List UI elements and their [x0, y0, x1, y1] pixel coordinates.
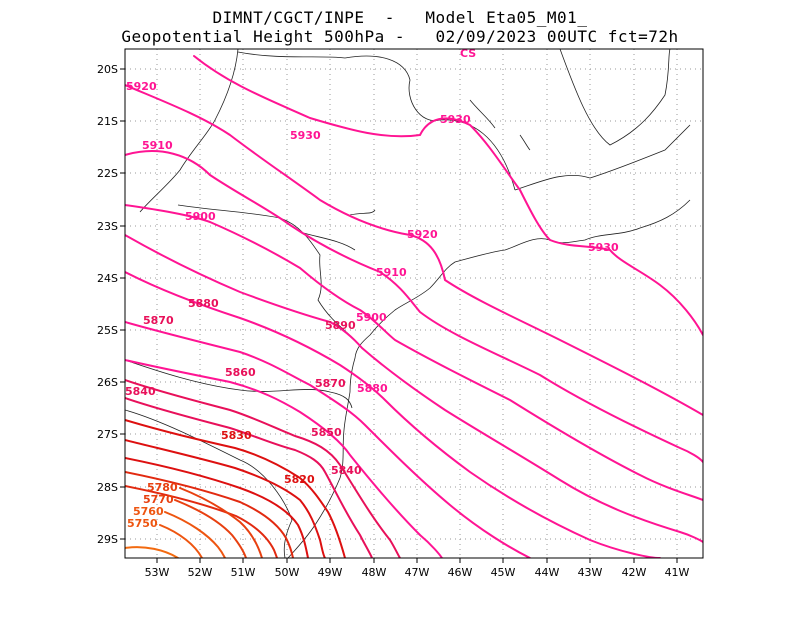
state-border-pr-sc: [125, 359, 353, 409]
x-tick-label: 46W: [448, 566, 473, 579]
y-tick-label: 21S: [97, 115, 118, 128]
contour-5840: [125, 397, 373, 558]
contour-5910: [125, 150, 703, 463]
contour-label: 5910: [142, 139, 173, 152]
contour-label-partial: CS: [460, 47, 476, 60]
contour-label: 5850: [311, 426, 342, 439]
contour-5790: [125, 485, 278, 558]
contour-5890: [125, 234, 703, 543]
contour-label: 5830: [221, 429, 252, 442]
contour-label: 5770: [143, 493, 174, 506]
y-tick-label: 20S: [97, 63, 118, 76]
river-parana: [299, 209, 376, 251]
contour-5880: [125, 271, 661, 558]
contour-label: 5870: [143, 314, 174, 327]
state-border-mg-rj: [514, 124, 691, 191]
contour-label: 5880: [357, 382, 388, 395]
y-tick-label: 27S: [97, 428, 118, 441]
contour-5800: [125, 471, 294, 558]
contour-5750: [159, 524, 203, 558]
contour-label: 5820: [284, 473, 315, 486]
y-tick-labels: 20S 21S 22S 23S 24S 25S 26S 27S 28S 29S: [97, 63, 118, 546]
x-tick-label: 47W: [405, 566, 430, 579]
contour-label: 5780: [147, 481, 178, 494]
x-tick-label: 45W: [491, 566, 516, 579]
contour-label: 5930: [290, 129, 321, 142]
x-tick-label: 50W: [275, 566, 300, 579]
political-boundaries: [125, 49, 691, 558]
y-tick-label: 22S: [97, 167, 118, 180]
contour-5870: [125, 321, 531, 558]
contour-label: 5910: [376, 266, 407, 279]
contour-label: 5860: [225, 366, 256, 379]
contour-label: 5840: [125, 385, 156, 398]
contour-label: 5900: [356, 311, 387, 324]
x-tick-label: 53W: [145, 566, 170, 579]
contour-label: 5930: [588, 241, 619, 254]
state-border-mg-sp: [237, 51, 516, 191]
state-border-sc-rs: [125, 409, 293, 558]
x-tick-label: 49W: [318, 566, 343, 579]
x-tick-label: 42W: [622, 566, 647, 579]
y-tick-label: 28S: [97, 481, 118, 494]
contour-5930: [193, 55, 703, 336]
contour-5760: [164, 511, 226, 558]
y-tick-label: 23S: [97, 220, 118, 233]
contour-label: 5900: [185, 210, 216, 223]
state-border-pr-sp: [177, 204, 356, 341]
contour-5820: [125, 439, 326, 558]
x-tick-label: 41W: [665, 566, 690, 579]
x-tick-labels: 53W 52W 51W 50W 49W 48W 47W 46W 45W 44W …: [145, 566, 690, 579]
axis-ticks: [120, 68, 678, 563]
contour-label: 5930: [440, 113, 471, 126]
y-tick-label: 26S: [97, 376, 118, 389]
contour-5740: [125, 546, 179, 558]
contour-5770: [174, 499, 247, 558]
contour-5830: [125, 419, 346, 558]
contour-5920: [125, 84, 703, 416]
state-border-rj-es: [559, 49, 671, 146]
contour-label: 5920: [407, 228, 438, 241]
y-tick-label: 24S: [97, 272, 118, 285]
contour-label: 5840: [331, 464, 362, 477]
contour-5780: [179, 487, 263, 558]
contour-label: 5760: [133, 505, 164, 518]
x-tick-label: 52W: [188, 566, 213, 579]
coastline: [287, 199, 691, 558]
x-tick-label: 43W: [578, 566, 603, 579]
map-title-line-2: Geopotential Height 500hPa - 02/09/2023 …: [121, 27, 679, 46]
map-frame: [124, 48, 704, 559]
x-tick-label: 48W: [362, 566, 387, 579]
height-contours: [125, 55, 703, 558]
contour-label: 5870: [315, 377, 346, 390]
contour-5850: [125, 379, 401, 558]
contour-label: 5890: [325, 319, 356, 332]
contour-label: 5880: [188, 297, 219, 310]
contour-5900: [125, 204, 703, 501]
x-tick-label: 51W: [231, 566, 256, 579]
contour-labels: 5920 5930 5930 5910 5900 5920 5930 5910 …: [125, 47, 619, 530]
y-tick-label: 25S: [97, 324, 118, 337]
y-tick-label: 29S: [97, 533, 118, 546]
contour-label: 5920: [126, 80, 157, 93]
contour-5860: [125, 359, 443, 558]
map-title-line-1: DIMNT/CGCT/INPE - Model Eta05_M01_: [212, 8, 588, 27]
contour-label: 5750: [127, 517, 158, 530]
x-tick-label: 44W: [535, 566, 560, 579]
coastline-bay: [469, 99, 531, 151]
contour-5810: [125, 457, 309, 558]
